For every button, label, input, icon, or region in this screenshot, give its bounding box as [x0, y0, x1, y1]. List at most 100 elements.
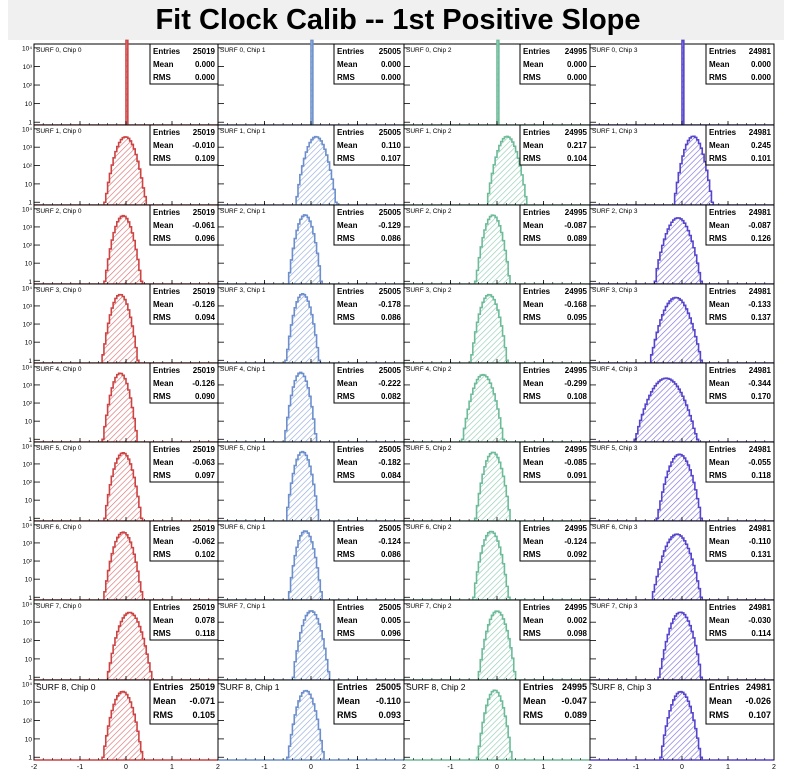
stats-value: 24995	[565, 524, 588, 533]
stats-value: 0.110	[381, 141, 401, 150]
y-tick-label: 10⁴	[22, 126, 32, 133]
y-tick-label: 1	[28, 595, 32, 602]
y-tick-label: 10	[25, 419, 33, 426]
histogram-panel: SURF 5, Chip 3 Entries 24981 Mean -0.055 RMS 0…	[589, 441, 775, 522]
stats-value: 24995	[565, 208, 588, 217]
stats-label: Entries	[709, 603, 737, 612]
stats-label: Mean	[337, 141, 358, 150]
stats-label: Entries	[153, 603, 181, 612]
stats-value: -0.062	[192, 537, 215, 546]
panel-title: SURF 7, Chip 2	[406, 603, 452, 610]
stats-value: 25019	[193, 128, 216, 137]
y-tick-label: 10³	[23, 303, 33, 310]
stats-value: 24995	[565, 128, 588, 137]
panel-title: SURF 2, Chip 1	[220, 208, 266, 215]
stats-box	[519, 43, 591, 85]
stats-value: -0.110	[376, 696, 401, 706]
panel-title: SURF 1, Chip 3	[592, 128, 638, 135]
stats-label: Entries	[153, 445, 181, 454]
stats-label: RMS	[153, 154, 171, 163]
stats-value: 25019	[193, 208, 216, 217]
stats-label: Mean	[523, 60, 544, 69]
stats-label: Mean	[337, 696, 360, 706]
stats-value: -0.085	[564, 458, 587, 467]
stats-label: Entries	[153, 524, 181, 533]
histogram-panel: SURF 5, Chip 2 Entries 24995 Mean -0.085 RMS 0…	[403, 441, 591, 522]
stats-label: Mean	[337, 379, 358, 388]
y-tick-label: 10²	[23, 480, 33, 487]
stats-label: RMS	[337, 710, 357, 720]
stats-value: -0.030	[748, 616, 771, 625]
y-tick-label: 1	[28, 755, 32, 762]
x-tick-label: 2	[772, 764, 776, 771]
panel-title: SURF 7, Chip 3	[592, 603, 638, 610]
stats-value: 0.090	[195, 392, 216, 401]
stats-value: 25019	[193, 524, 216, 533]
stats-label: Entries	[337, 47, 365, 56]
stats-label: RMS	[337, 550, 355, 559]
y-tick-label: 10³	[23, 700, 33, 707]
stats-label: Mean	[153, 300, 174, 309]
stats-value: 0.000	[751, 60, 772, 69]
stats-label: Entries	[709, 524, 737, 533]
histogram-panel: SURF 8, Chip 2 Entries 24995 Mean -0.047 RMS 0…	[403, 679, 591, 761]
histogram-panel: 1 10 10² 10³ 10⁴ SURF 4, Chip 0 Entries 25019 Me…	[22, 362, 219, 444]
y-tick-label: 10	[25, 736, 33, 743]
stats-value: 0.118	[751, 471, 771, 480]
stats-value: -0.133	[748, 300, 771, 309]
stats-label: RMS	[709, 392, 727, 401]
histogram-panel: SURF 7, Chip 2 Entries 24995 Mean 0.002 RMS 0.…	[403, 599, 591, 681]
stats-value: 24995	[565, 287, 588, 296]
stats-label: Mean	[523, 221, 544, 230]
stats-label: RMS	[153, 471, 171, 480]
stats-label: Mean	[153, 141, 174, 150]
stats-label: Entries	[337, 128, 365, 137]
stats-box	[333, 124, 405, 166]
stats-value: 0.092	[567, 550, 588, 559]
stats-value: 25019	[190, 682, 215, 692]
stats-box	[705, 441, 775, 483]
stats-label: Entries	[709, 287, 737, 296]
stats-label: Mean	[337, 458, 358, 467]
stats-value: 0.102	[195, 550, 216, 559]
stats-label: RMS	[337, 154, 355, 163]
panel-title: SURF 8, Chip 1	[220, 682, 280, 692]
histogram-series	[590, 690, 774, 761]
stats-label: RMS	[709, 471, 727, 480]
stats-label: Entries	[523, 128, 551, 137]
stats-value: 0.086	[381, 234, 402, 243]
x-tick-label: 2	[402, 764, 406, 771]
stats-box	[519, 362, 591, 404]
stats-value: 0.095	[567, 313, 588, 322]
stats-value: 25019	[193, 47, 216, 56]
y-tick-label: 10	[25, 498, 33, 505]
histogram-panel: SURF 6, Chip 1 Entries 25005 Mean -0.124 RMS 0…	[217, 520, 405, 601]
stats-label: Mean	[709, 300, 730, 309]
stats-label: Mean	[709, 537, 730, 546]
panel-title: SURF 5, Chip 2	[406, 445, 452, 452]
y-tick-label: 1	[28, 358, 32, 365]
stats-label: Entries	[153, 682, 184, 692]
stats-value: 0.000	[567, 60, 588, 69]
stats-label: RMS	[153, 313, 171, 322]
y-tick-label: 10⁴	[22, 443, 32, 450]
stats-value: 0.118	[195, 629, 215, 638]
stats-label: RMS	[337, 392, 355, 401]
stats-label: Mean	[523, 616, 544, 625]
stats-label: Mean	[709, 616, 730, 625]
stats-label: Entries	[709, 445, 737, 454]
stats-value: 0.137	[751, 313, 772, 322]
stats-label: Entries	[523, 47, 551, 56]
histogram-panel: SURF 2, Chip 1 Entries 25005 Mean -0.129 RMS 0…	[217, 204, 405, 285]
y-tick-label: 10³	[23, 224, 33, 231]
panel-title: SURF 0, Chip 1	[220, 47, 266, 54]
stats-label: Entries	[337, 366, 365, 375]
stats-value: 0.089	[564, 710, 587, 720]
histogram-panel: SURF 7, Chip 3 Entries 24981 Mean -0.030 RMS 0…	[589, 599, 775, 681]
y-tick-label: 10²	[23, 83, 33, 90]
panel-title: SURF 0, Chip 2	[406, 47, 452, 54]
stats-value: 0.096	[195, 234, 216, 243]
stats-value: 0.096	[381, 629, 402, 638]
stats-label: RMS	[337, 73, 355, 82]
histogram-series	[34, 690, 218, 761]
